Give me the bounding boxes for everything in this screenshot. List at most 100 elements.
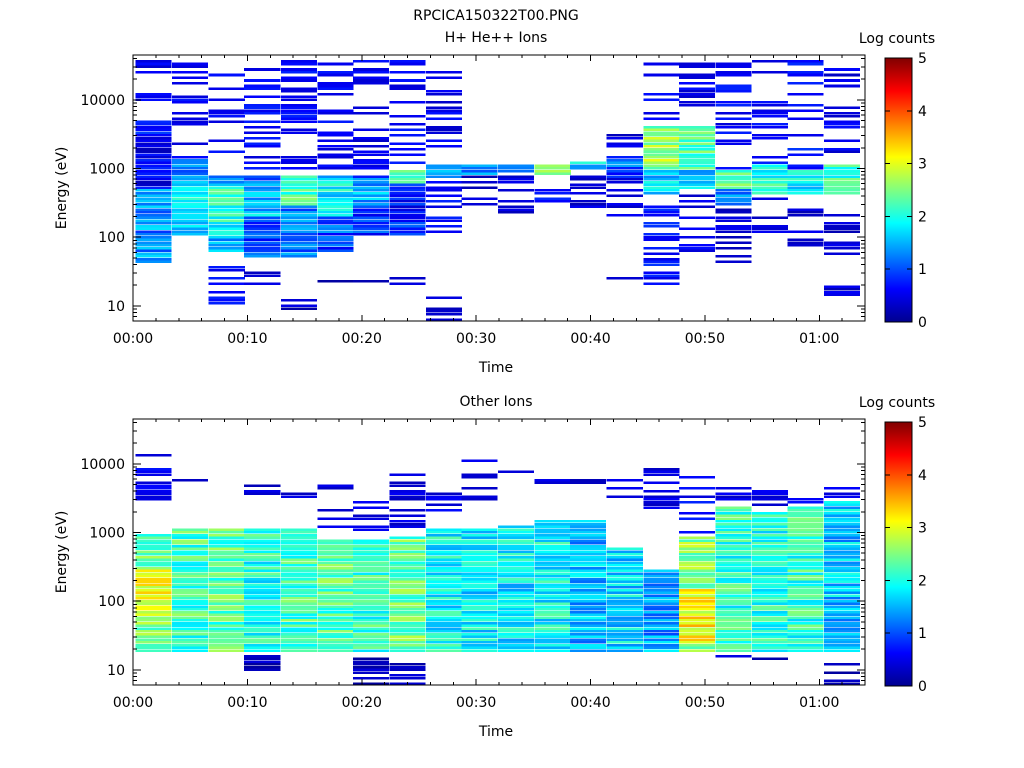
- heatmap-cell: [643, 586, 680, 589]
- heatmap-cell: [389, 128, 426, 132]
- heatmap-cell: [317, 186, 354, 189]
- heatmap-cell: [534, 481, 571, 485]
- heatmap-cell: [715, 575, 752, 578]
- heatmap-cell: [787, 616, 824, 619]
- heatmap-cell: [715, 520, 752, 523]
- heatmap-cell: [534, 191, 571, 195]
- heatmap-cell: [244, 577, 281, 581]
- heatmap-cell: [824, 244, 861, 247]
- heatmap-cell: [461, 580, 498, 584]
- heatmap-cell: [787, 533, 824, 537]
- heatmap-cell: [280, 649, 317, 652]
- heatmap-cell: [824, 627, 861, 630]
- heatmap-cell: [317, 194, 354, 198]
- heatmap-cell: [534, 597, 571, 600]
- heatmap-cell: [534, 605, 571, 608]
- heatmap-cell: [352, 525, 389, 529]
- heatmap-cell: [643, 624, 680, 628]
- heatmap-cell: [824, 616, 861, 619]
- heatmap-cell: [606, 591, 643, 595]
- heatmap-cell: [244, 142, 281, 145]
- heatmap-cell: [317, 224, 354, 228]
- heatmap-cell: [244, 624, 281, 628]
- heatmap-cell: [787, 641, 824, 644]
- heatmap-cell: [715, 621, 752, 625]
- heatmap-cell: [752, 602, 789, 606]
- heatmap-cell: [534, 583, 571, 586]
- heatmap-cell: [678, 641, 715, 644]
- heatmap-cell: [389, 550, 426, 553]
- heatmap-cell: [643, 646, 680, 650]
- heatmap-cell: [752, 608, 789, 611]
- heatmap-cell: [824, 520, 861, 523]
- heatmap-cell: [498, 643, 535, 647]
- heatmap-cell: [643, 591, 680, 595]
- heatmap-cell: [280, 70, 317, 74]
- heatmap-cell: [752, 169, 789, 173]
- heatmap-cell: [715, 522, 752, 526]
- heatmap-cell: [172, 539, 209, 542]
- heatmap-cell: [752, 547, 789, 551]
- heatmap-cell: [135, 260, 172, 264]
- heatmap-cell: [389, 588, 426, 592]
- heatmap-cell: [135, 183, 172, 187]
- heatmap-cell: [752, 616, 789, 619]
- colorbar-tick-label: 2: [918, 573, 927, 589]
- heatmap-cell: [606, 616, 643, 619]
- heatmap-cell: [461, 197, 498, 200]
- heatmap-cell: [352, 139, 389, 143]
- heatmap-cell: [643, 147, 680, 151]
- heatmap-cell: [824, 509, 861, 512]
- heatmap-cell: [208, 531, 245, 534]
- heatmap-cell: [172, 542, 209, 545]
- heatmap-cell: [280, 103, 317, 107]
- heatmap-cell: [752, 566, 789, 570]
- heatmap-cell: [643, 621, 680, 625]
- heatmap-cell: [317, 542, 354, 545]
- heatmap-cell: [643, 643, 680, 647]
- heatmap-cell: [208, 178, 245, 181]
- heatmap-cell: [208, 290, 245, 294]
- heatmap-cell: [715, 112, 752, 115]
- heatmap-cell: [172, 123, 209, 126]
- y-tick-label: 10000: [80, 457, 125, 473]
- heatmap-cell: [606, 569, 643, 573]
- heatmap-cell: [678, 249, 715, 253]
- heatmap-cells: [135, 59, 861, 321]
- heatmap-cell: [317, 599, 354, 603]
- heatmap-cell: [352, 79, 389, 82]
- heatmap-cell: [352, 608, 389, 611]
- heatmap-cell: [389, 586, 426, 589]
- heatmap-cell: [317, 613, 354, 617]
- heatmap-cell: [715, 619, 752, 622]
- heatmap-cell: [606, 613, 643, 617]
- heatmap-cell: [787, 213, 824, 217]
- heatmap-cell: [317, 624, 354, 628]
- heatmap-cell: [280, 553, 317, 556]
- heatmap-cell: [135, 257, 172, 261]
- heatmap-cell: [426, 145, 463, 148]
- heatmap-cell: [606, 621, 643, 625]
- heatmap-cell: [426, 205, 463, 209]
- heatmap-cell: [824, 84, 861, 88]
- heatmap-cell: [352, 597, 389, 600]
- heatmap-cell: [426, 575, 463, 578]
- heatmap-cell: [280, 128, 317, 132]
- heatmap-cell: [787, 109, 824, 112]
- heatmap-cell: [208, 98, 245, 101]
- heatmap-cell: [643, 506, 680, 509]
- heatmap-cell: [317, 84, 354, 88]
- heatmap-cell: [606, 627, 643, 630]
- heatmap-cell: [317, 73, 354, 77]
- heatmap-cell: [752, 586, 789, 589]
- heatmap-cell: [678, 536, 715, 540]
- heatmap-cell: [317, 139, 354, 143]
- heatmap-cell: [389, 605, 426, 608]
- heatmap-cell: [787, 605, 824, 608]
- heatmap-cell: [208, 205, 245, 209]
- heatmap-cell: [715, 602, 752, 606]
- heatmap-cell: [824, 533, 861, 537]
- heatmap-cell: [752, 630, 789, 633]
- heatmap-cell: [643, 164, 680, 167]
- heatmap-cell: [787, 561, 824, 564]
